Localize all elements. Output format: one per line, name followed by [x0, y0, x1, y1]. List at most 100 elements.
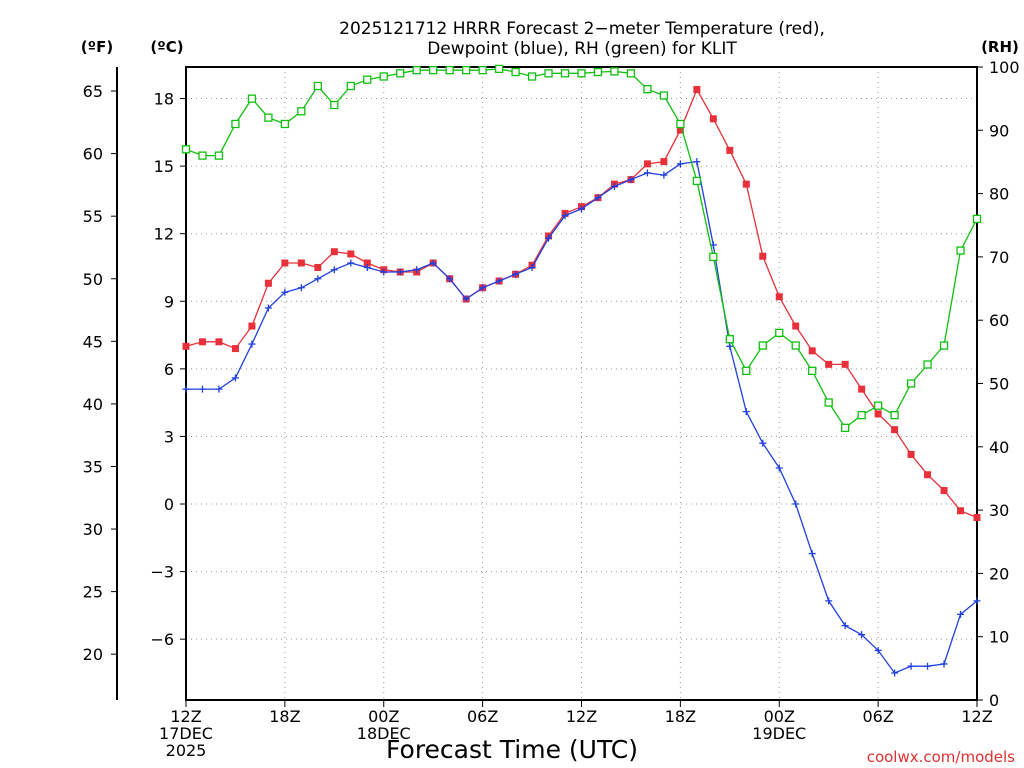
- dewpoint-point: [858, 631, 866, 639]
- time-tick-label: 12Z: [961, 707, 992, 726]
- temperature-series: [182, 86, 981, 522]
- temperature-point: [347, 250, 355, 258]
- rh-point: [198, 151, 207, 160]
- temperature-point: [841, 360, 849, 368]
- fahrenheit-tick-label: 20: [83, 645, 103, 664]
- fahrenheit-tick-label: 40: [83, 395, 103, 414]
- rh-point: [643, 85, 652, 94]
- rh-point: [626, 69, 636, 78]
- temperature-point: [957, 507, 965, 515]
- temperature-point: [215, 338, 223, 346]
- rh-point: [511, 67, 520, 77]
- rh-point: [264, 113, 273, 122]
- rh-point: [890, 410, 899, 420]
- rh-point: [461, 66, 471, 75]
- rh-point: [906, 379, 916, 388]
- dewpoint-point: [182, 385, 190, 393]
- fahrenheit-axis: 65 60 55 50 45 40 35 30 25 20: [83, 82, 117, 664]
- dewpoint-point: [479, 284, 487, 292]
- rh-point: [775, 328, 784, 338]
- temperature-point: [808, 347, 816, 355]
- dewpoint-point: [973, 597, 981, 605]
- dewpoint-point: [907, 662, 915, 670]
- dewpoint-point: [231, 374, 239, 382]
- time-tick-label: 12Z: [566, 707, 597, 726]
- dewpoint-point: [330, 266, 338, 274]
- dewpoint-point: [198, 385, 206, 393]
- dewpoint-point: [578, 205, 585, 213]
- dewpoint-point: [891, 669, 899, 677]
- temperature-point: [330, 248, 338, 256]
- rh-point: [972, 214, 982, 224]
- time-tick-label: 18Z: [269, 707, 300, 726]
- rh-point: [346, 81, 355, 91]
- rh-point: [297, 107, 306, 116]
- rh-point: [676, 119, 685, 129]
- dewpoint-point: [643, 169, 651, 177]
- time-tick-label: 19DEC: [752, 724, 806, 743]
- dewpoint-series: [182, 158, 981, 677]
- dewpoint-point: [495, 277, 503, 285]
- time-tick-label: 00Z: [764, 707, 795, 726]
- temperature-point: [709, 115, 717, 123]
- temperature-point: [314, 263, 322, 271]
- dewpoint-point: [726, 342, 734, 350]
- rh-point: [527, 72, 537, 81]
- temperature-point: [643, 160, 651, 168]
- time-tick-label: 00Z: [368, 707, 399, 726]
- dewpoint-point: [512, 270, 520, 278]
- temperature-point: [792, 322, 800, 330]
- dewpoint-point: [380, 268, 388, 276]
- time-tick-label: 2025: [166, 741, 207, 760]
- time-tick-label: 18DEC: [357, 724, 411, 743]
- dewpoint-point: [792, 500, 800, 508]
- rh-point: [577, 69, 586, 78]
- temperature-point: [363, 259, 371, 267]
- rh-point: [857, 410, 866, 420]
- rh-point: [313, 81, 322, 91]
- rh-point: [379, 72, 388, 81]
- rh-point: [280, 119, 290, 129]
- dewpoint-point: [594, 194, 602, 202]
- celsius-tick-label: 6: [164, 360, 174, 379]
- rh-point: [923, 360, 932, 369]
- dewpoint-point: [528, 263, 536, 271]
- credit-text: coolwx.com/models: [867, 748, 1015, 766]
- rh-point: [725, 335, 734, 344]
- dewpoint-point: [924, 662, 932, 670]
- celsius-axis: 18 15 12 9 6 3 0 −3 −6: [150, 90, 186, 649]
- rh-point: [742, 366, 751, 375]
- temperature-point: [248, 322, 256, 330]
- rh-point: [478, 66, 487, 75]
- rh-point: [247, 94, 257, 103]
- rh-point: [610, 67, 619, 76]
- chart-title-line1: 2025121712 HRRR Forecast 2−meter Tempera…: [339, 19, 825, 39]
- dewpoint-point: [660, 171, 668, 179]
- fahrenheit-tick-label: 30: [83, 520, 103, 539]
- rh-point: [560, 69, 570, 78]
- rh-point: [330, 100, 339, 110]
- temperature-point: [660, 158, 668, 166]
- rh-point: [363, 75, 372, 84]
- celsius-tick-label: 12: [154, 225, 174, 244]
- rh-point: [659, 91, 669, 100]
- dewpoint-point: [429, 259, 437, 267]
- rh-unit-label: (RH): [981, 38, 1019, 56]
- temperature-point: [940, 487, 948, 495]
- dewpoint-point: [462, 295, 470, 303]
- temperature-point: [907, 450, 915, 458]
- rh-tick-label: 70: [989, 248, 1009, 267]
- rh-point: [396, 69, 405, 78]
- temperature-point: [759, 252, 767, 260]
- temperature-point: [973, 514, 981, 522]
- time-tick-label: 18Z: [665, 707, 696, 726]
- fahrenheit-tick-label: 55: [83, 207, 103, 226]
- dewpoint-point: [264, 304, 272, 312]
- celsius-tick-label: 15: [154, 157, 174, 176]
- rh-point: [939, 341, 949, 350]
- temperature-point: [874, 410, 882, 418]
- rh-tick-label: 10: [989, 628, 1009, 647]
- dewpoint-point: [940, 660, 948, 668]
- temperature-point: [297, 259, 305, 267]
- rh-point: [873, 401, 883, 410]
